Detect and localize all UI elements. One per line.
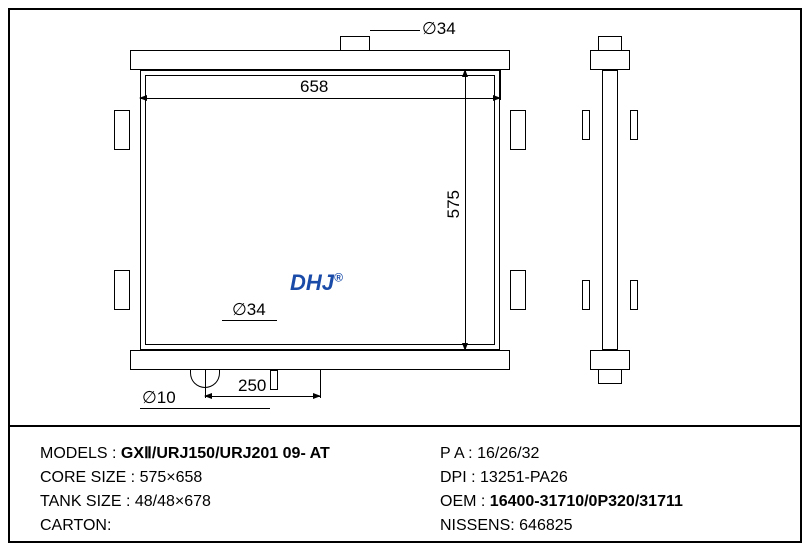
dim-width: 658: [300, 77, 328, 97]
bottom-tank: [130, 350, 510, 370]
top-tank: [130, 50, 510, 70]
nissens-value: 646825: [519, 517, 572, 534]
side-bracket: [582, 110, 590, 140]
pa-label: P A :: [440, 442, 473, 466]
nissens-label: NISSENS:: [440, 514, 515, 538]
dim-drain-dia: ∅10: [142, 388, 176, 408]
dim-offset: 250: [238, 376, 266, 396]
inlet-port: [340, 36, 370, 50]
dim-leader: [370, 30, 420, 31]
brand-logo: DHJ®: [290, 270, 343, 296]
brand-text: DHJ: [290, 270, 334, 295]
side-bracket: [630, 110, 638, 140]
side-bottom-tank: [590, 350, 630, 370]
dim-leader: [140, 408, 270, 409]
side-bracket: [582, 280, 590, 310]
oem-value: 16400-31710/0P320/31711: [490, 493, 683, 510]
dpi-value: 13251-PA26: [480, 469, 568, 486]
core-inner: [145, 75, 495, 345]
carton-label: CARTON:: [40, 514, 111, 538]
side-core: [602, 70, 618, 350]
tank-size-value: 48/48×678: [135, 493, 211, 510]
mount-bracket: [114, 110, 130, 150]
dim-line-height: [465, 70, 466, 350]
dim-height: 575: [444, 190, 464, 218]
side-bracket: [630, 280, 638, 310]
drain-plug: [270, 370, 278, 390]
oem-label: OEM :: [440, 490, 485, 514]
dim-outlet-dia: ∅34: [232, 300, 266, 320]
dim-inlet-dia: ∅34: [422, 19, 456, 39]
section-divider: [10, 425, 800, 427]
mount-bracket: [510, 110, 526, 150]
spec-table: MODELS : GXⅡ/URJ150/URJ201 09- AT P A : …: [40, 442, 780, 538]
dpi-label: DPI :: [440, 466, 476, 490]
registered-mark: ®: [334, 271, 343, 285]
radiator-side-view: [590, 50, 630, 370]
dim-leader: [222, 320, 277, 321]
mount-bracket: [510, 270, 526, 310]
core-size-label: CORE SIZE :: [40, 466, 135, 490]
side-inlet: [598, 36, 622, 50]
pa-value: 16/26/32: [477, 445, 539, 462]
drawing-frame: 658 575 ∅34 ∅34 250 ∅10 DHJ® MODELS : GX…: [8, 8, 802, 543]
tank-size-label: TANK SIZE :: [40, 490, 130, 514]
side-outlet: [598, 370, 622, 384]
models-label: MODELS :: [40, 442, 116, 466]
core-size-value: 575×658: [140, 469, 203, 486]
mount-bracket: [114, 270, 130, 310]
diagram-area: 658 575 ∅34 ∅34 250 ∅10 DHJ®: [10, 10, 800, 425]
dim-line-offset: [205, 396, 320, 397]
models-value: GXⅡ/URJ150/URJ201 09- AT: [121, 445, 330, 462]
side-top-tank: [590, 50, 630, 70]
dim-line-width: [140, 98, 500, 99]
